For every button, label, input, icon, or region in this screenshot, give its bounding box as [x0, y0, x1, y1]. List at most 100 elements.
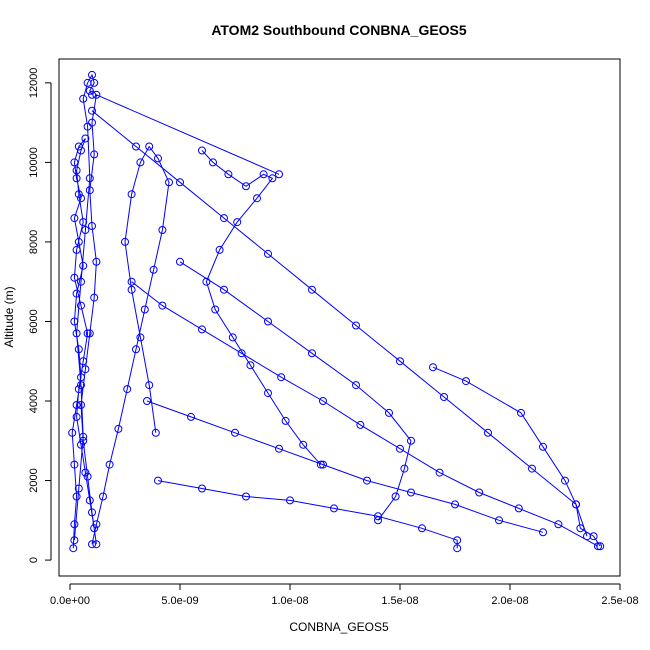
data-point: [264, 317, 272, 326]
data-point: [396, 357, 404, 366]
data-point: [215, 245, 224, 254]
x-tick-label: 2.0e-08: [491, 595, 528, 607]
series-9: [176, 257, 415, 525]
data-point: [246, 361, 255, 370]
data-point: [72, 412, 81, 421]
plot-frame: [58, 58, 621, 577]
data-point: [70, 460, 79, 469]
x-tick-label: 1.5e-08: [381, 595, 418, 607]
data-point: [72, 329, 81, 338]
data-point: [308, 349, 316, 358]
data-point: [79, 432, 88, 441]
data-point: [83, 122, 92, 131]
data-point: [92, 520, 101, 529]
data-point: [220, 214, 228, 223]
data-point: [72, 401, 81, 409]
data-point: [576, 524, 585, 533]
data-point: [589, 532, 598, 541]
x-tick-label: 1.0e-08: [271, 595, 308, 607]
data-point: [407, 436, 415, 445]
data-point: [132, 142, 140, 151]
y-tick-label: 8000: [28, 230, 40, 254]
data-point: [77, 277, 85, 286]
data-point: [453, 544, 462, 553]
data-point: [74, 142, 83, 151]
data-point: [68, 428, 77, 437]
data-point: [407, 488, 415, 497]
data-point: [198, 484, 206, 493]
y-tick-label: 2000: [28, 468, 40, 492]
data-point: [88, 106, 96, 115]
data-point: [418, 524, 426, 533]
data-point: [77, 440, 85, 449]
data-point: [77, 194, 85, 203]
data-point: [228, 333, 237, 342]
data-point: [268, 174, 277, 183]
data-point: [74, 237, 83, 246]
data-point: [453, 536, 462, 545]
data-point: [242, 492, 250, 501]
data-point: [72, 245, 81, 254]
x-tick-label: 2.5e-08: [601, 595, 638, 607]
data-point: [140, 305, 149, 314]
y-tick-label: 12000: [28, 68, 40, 99]
data-point: [90, 150, 99, 159]
series-line: [157, 480, 458, 549]
y-tick-label: 4000: [28, 389, 40, 413]
data-point: [352, 321, 360, 330]
data-point: [70, 214, 79, 223]
data-point: [435, 468, 444, 477]
chart-title: ATOM2 Southbound CONBNA_GEOS5: [211, 22, 467, 38]
y-tick-label: 0: [28, 557, 40, 563]
data-point: [136, 333, 145, 342]
data-point: [275, 444, 283, 453]
data-point: [149, 265, 158, 274]
data-point: [81, 365, 90, 374]
data-point: [77, 381, 85, 390]
data-point: [539, 528, 547, 537]
data-point: [132, 345, 140, 354]
data-point: [400, 464, 409, 473]
data-point: [330, 504, 338, 513]
data-point: [72, 492, 81, 501]
data-point: [77, 301, 85, 310]
data-point: [70, 158, 79, 167]
data-point: [99, 492, 107, 501]
data-point: [374, 516, 382, 525]
series-1: [68, 90, 283, 553]
data-point: [77, 401, 85, 409]
data-point: [85, 496, 94, 505]
data-point: [275, 170, 283, 179]
data-point: [209, 158, 217, 167]
data-point: [151, 428, 160, 437]
data-point: [143, 397, 151, 405]
data-point: [85, 186, 94, 195]
data-point: [154, 476, 162, 485]
series-line: [91, 145, 170, 545]
data-point: [105, 460, 114, 469]
data-point: [237, 349, 246, 358]
data-point: [462, 377, 470, 386]
series-3: [88, 142, 173, 549]
series-7: [143, 397, 547, 537]
data-point: [127, 190, 136, 199]
data-point: [319, 397, 327, 405]
data-point: [88, 222, 96, 230]
data-point: [484, 428, 492, 437]
data-point: [475, 488, 484, 497]
data-point: [429, 363, 437, 372]
data-point: [88, 70, 96, 79]
data-point: [92, 257, 101, 266]
data-point: [242, 182, 250, 191]
data-point: [85, 174, 94, 183]
data-point: [391, 492, 400, 501]
data-point: [74, 484, 83, 493]
data-point: [79, 357, 88, 366]
y-tick-label: 6000: [28, 309, 40, 333]
data-point: [451, 500, 459, 509]
data-point: [198, 146, 206, 155]
data-point: [514, 504, 523, 513]
data-point: [79, 218, 88, 227]
series-line: [146, 400, 544, 533]
